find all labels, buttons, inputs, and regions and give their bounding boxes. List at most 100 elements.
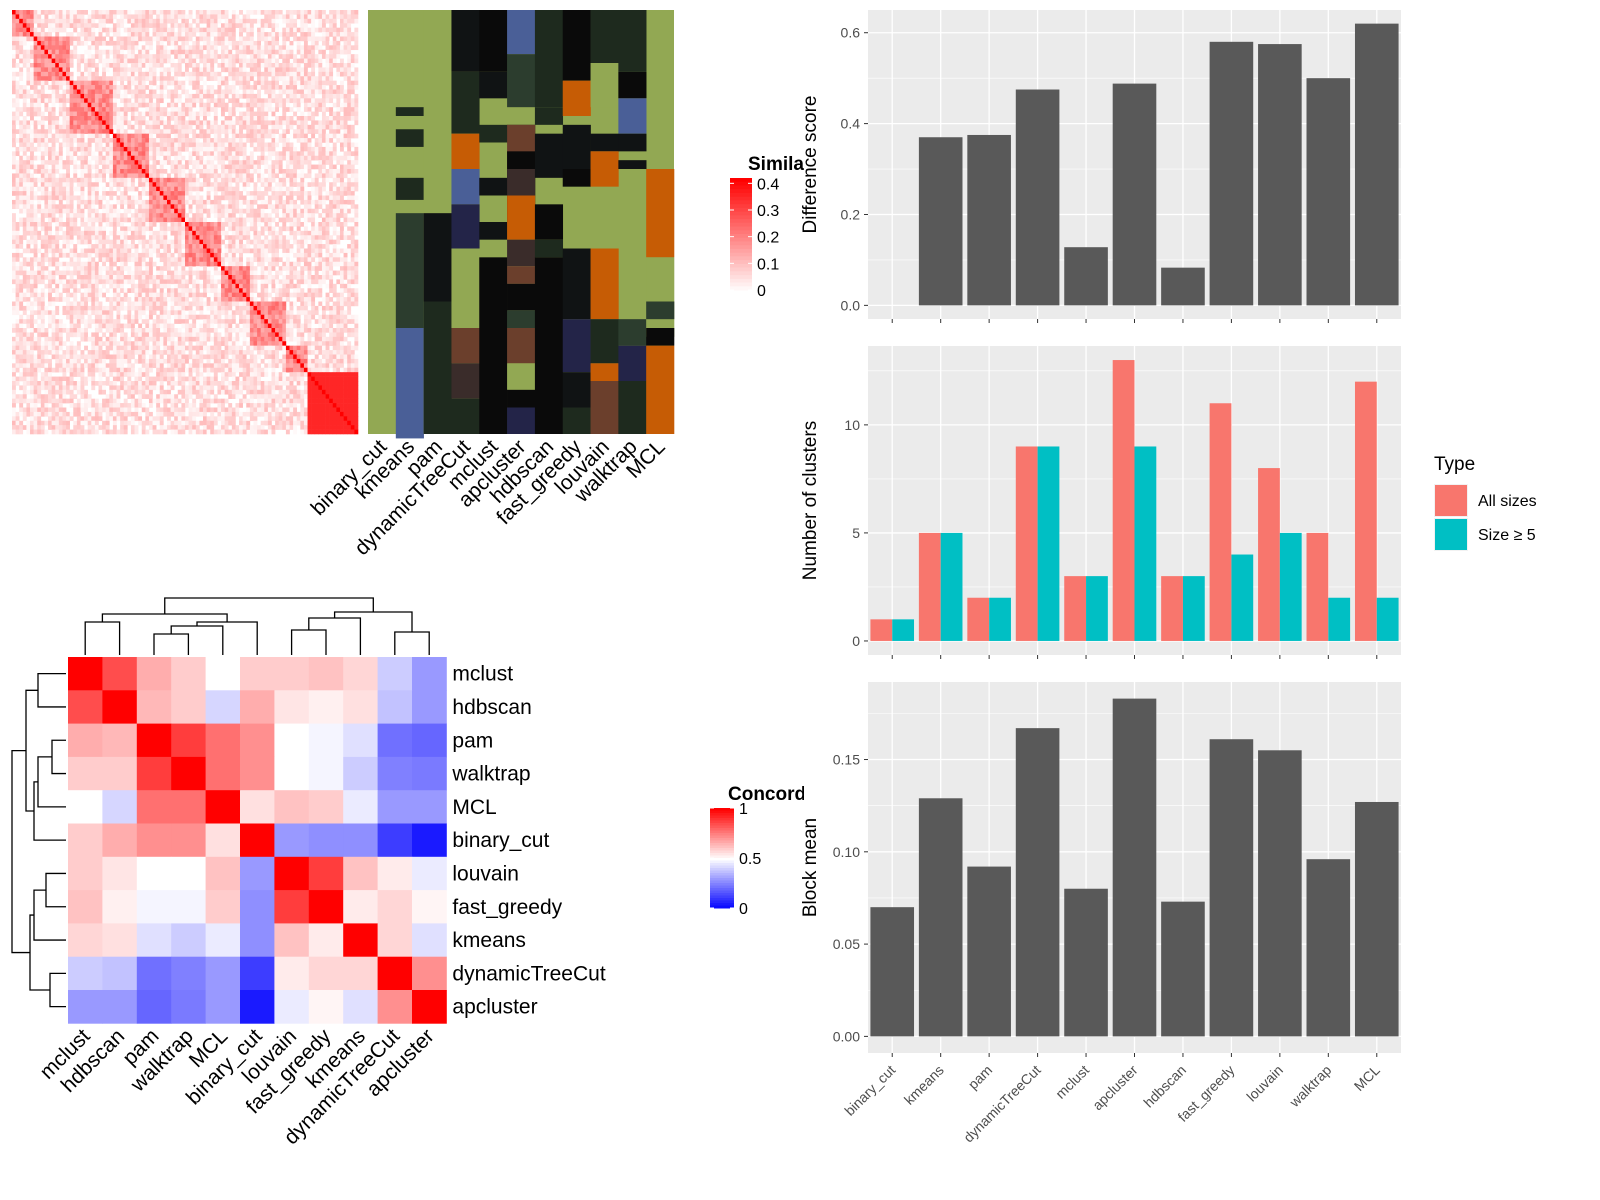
similarity-cell — [271, 45, 276, 51]
similarity-cell — [102, 191, 106, 196]
similarity-cell — [80, 160, 85, 165]
similarity-cell — [73, 40, 78, 46]
similarity-cell — [325, 80, 330, 86]
similarity-cell — [199, 98, 204, 104]
similarity-cell — [123, 89, 128, 95]
similarity-cell — [163, 230, 168, 236]
similarity-cell — [282, 275, 287, 280]
similarity-cell — [73, 14, 78, 20]
similarity-cell — [116, 182, 121, 187]
similarity-cell — [80, 155, 85, 161]
similarity-cell — [285, 275, 290, 280]
similarity-cell — [80, 10, 85, 15]
similarity-cell — [156, 160, 161, 165]
similarity-cell — [206, 10, 211, 15]
similarity-cell — [185, 186, 189, 192]
similarity-cell — [66, 67, 70, 73]
similarity-cell — [188, 102, 193, 108]
similarity-cell — [199, 142, 204, 148]
similarity-cell — [30, 248, 34, 254]
similarity-cell — [51, 18, 56, 24]
similarity-cell — [159, 244, 164, 249]
similarity-cell — [332, 191, 337, 196]
similarity-cell — [40, 177, 45, 183]
similarity-cell — [123, 173, 128, 179]
similarity-cell — [224, 63, 229, 68]
similarity-cell — [206, 98, 211, 104]
similarity-cell — [33, 63, 38, 68]
similarity-cell — [307, 208, 312, 214]
similarity-cell — [192, 173, 197, 179]
similarity-cell — [285, 270, 290, 276]
similarity-cell — [19, 76, 24, 81]
similarity-cell — [343, 89, 348, 95]
similarity-cell — [170, 164, 175, 170]
similarity-cell — [228, 164, 233, 170]
similarity-cell — [329, 67, 334, 73]
similarity-cell — [181, 54, 186, 59]
similarity-cell — [228, 252, 233, 258]
similarity-cell — [134, 10, 139, 15]
similarity-cell — [206, 63, 211, 68]
similarity-cell — [80, 14, 85, 20]
similarity-cell — [40, 63, 45, 68]
similarity-cell — [33, 213, 38, 218]
similarity-cell — [260, 182, 265, 187]
similarity-cell — [163, 49, 168, 55]
similarity-cell — [94, 71, 99, 77]
similarity-cell — [311, 213, 316, 218]
similarity-cell — [156, 111, 161, 117]
similarity-cell — [112, 182, 117, 187]
similarity-cell — [242, 45, 247, 51]
similarity-cell — [98, 18, 103, 24]
similarity-cell — [134, 235, 139, 240]
similarity-cell — [127, 107, 132, 112]
similarity-cell — [257, 54, 261, 59]
similarity-cell — [159, 142, 164, 148]
similarity-cell — [48, 36, 52, 42]
similarity-cell — [84, 226, 88, 232]
similarity-cell — [84, 164, 88, 170]
similarity-cell — [260, 151, 265, 157]
similarity-cell — [33, 182, 38, 187]
similarity-cell — [185, 222, 189, 227]
similarity-cell — [311, 146, 316, 152]
similarity-cell — [267, 261, 272, 267]
similarity-cell — [249, 129, 254, 134]
similarity-cell — [156, 235, 161, 240]
similarity-cell — [278, 235, 283, 240]
similarity-cell — [257, 18, 261, 24]
similarity-cell — [145, 40, 150, 46]
similarity-cell — [253, 98, 258, 104]
similarity-cell — [275, 213, 279, 218]
similarity-cell — [185, 191, 189, 196]
similarity-cell — [174, 89, 179, 95]
similarity-cell — [329, 58, 334, 64]
similarity-cell — [148, 204, 153, 210]
similarity-cell — [257, 244, 261, 249]
similarity-cell — [307, 14, 312, 20]
similarity-cell — [221, 173, 225, 179]
similarity-cell — [249, 160, 254, 165]
similarity-cell — [177, 93, 182, 99]
similarity-cell — [311, 67, 316, 73]
similarity-cell — [87, 252, 92, 258]
similarity-cell — [199, 270, 204, 276]
similarity-cell — [40, 270, 45, 276]
similarity-cell — [217, 226, 222, 232]
similarity-cell — [282, 76, 287, 81]
similarity-cell — [221, 261, 225, 267]
similarity-cell — [206, 222, 211, 227]
similarity-cell — [105, 120, 110, 126]
similarity-cell — [231, 124, 236, 130]
similarity-cell — [163, 76, 168, 81]
similarity-cell — [311, 89, 316, 95]
similarity-cell — [221, 120, 225, 126]
similarity-cell — [282, 226, 287, 232]
similarity-cell — [296, 36, 301, 42]
similarity-cell — [289, 27, 294, 33]
similarity-cell — [347, 186, 352, 192]
similarity-cell — [267, 226, 272, 232]
similarity-cell — [66, 124, 70, 130]
similarity-cell — [285, 45, 290, 51]
